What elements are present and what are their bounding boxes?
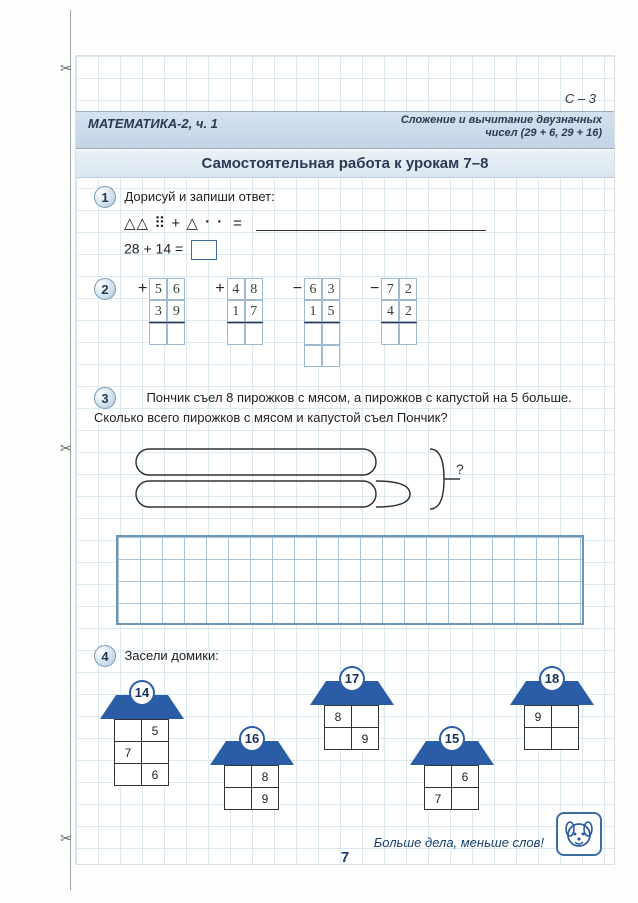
task-4-prompt: Засели домики: bbox=[124, 648, 218, 663]
house-cell[interactable] bbox=[225, 766, 252, 788]
page-title: Самостоятельная работа к урокам 7–8 bbox=[76, 150, 614, 178]
house-roof-number: 15 bbox=[439, 726, 465, 752]
sheet-code: С – 3 bbox=[565, 91, 596, 106]
house-cell[interactable] bbox=[452, 788, 479, 810]
house-cell[interactable] bbox=[325, 728, 352, 750]
header-left: МАТЕМАТИКА-2, ч. 1 bbox=[88, 116, 218, 131]
task-3-work-grid[interactable] bbox=[116, 535, 584, 625]
house-body: 89 bbox=[324, 705, 379, 750]
house-cell[interactable] bbox=[552, 728, 579, 750]
house-cell[interactable] bbox=[352, 706, 379, 728]
house-body: 89 bbox=[224, 765, 279, 810]
page-number: 7 bbox=[341, 849, 349, 866]
house-roof-number: 18 bbox=[539, 666, 565, 692]
house-roof-number: 17 bbox=[339, 666, 365, 692]
task-1-number: 1 bbox=[94, 186, 116, 208]
task-1-equation-line: 28 + 14 = bbox=[94, 236, 596, 260]
task-2-number: 2 bbox=[94, 278, 116, 300]
task-1-answer-box[interactable] bbox=[191, 240, 217, 260]
task-4-number: 4 bbox=[94, 645, 116, 667]
house: 1689 bbox=[210, 737, 294, 811]
task-1-shapes: △△ ⠿ + △ ⠂⠂ = bbox=[124, 215, 243, 232]
house-body: 576 bbox=[114, 719, 169, 786]
house-cell[interactable]: 7 bbox=[115, 742, 142, 764]
footer-phrase: Больше дела, меньше слов! bbox=[374, 835, 544, 850]
column-problem[interactable]: −7242 bbox=[370, 278, 417, 367]
worksheet-page: С – 3 МАТЕМАТИКА-2, ч. 1 Сложение и вычи… bbox=[75, 55, 615, 865]
task-3-number: 3 bbox=[94, 387, 116, 409]
house-cell[interactable]: 6 bbox=[142, 764, 169, 786]
house-cell[interactable] bbox=[552, 706, 579, 728]
house-cell[interactable]: 8 bbox=[325, 706, 352, 728]
scissor-mark-top: ✂ bbox=[60, 60, 72, 77]
task-1-equation: 28 + 14 = bbox=[124, 241, 183, 257]
house-cell[interactable]: 9 bbox=[352, 728, 379, 750]
house-cell[interactable] bbox=[115, 764, 142, 786]
house-cell[interactable] bbox=[142, 742, 169, 764]
house-cell[interactable]: 8 bbox=[252, 766, 279, 788]
task-1-shapes-line: △△ ⠿ + △ ⠂⠂ = bbox=[94, 208, 596, 236]
column-problem[interactable]: +4817 bbox=[215, 278, 262, 367]
task-3: 3 Пончик съел 8 пирожков с мясом, а пиро… bbox=[94, 387, 596, 625]
house-cell[interactable]: 9 bbox=[252, 788, 279, 810]
house: 14576 bbox=[100, 691, 184, 787]
house-body: 9 bbox=[524, 705, 579, 750]
house-cell[interactable] bbox=[425, 766, 452, 788]
task-1-answer-line[interactable] bbox=[256, 217, 486, 231]
house-cell[interactable]: 9 bbox=[525, 706, 552, 728]
task-1: 1 Дорисуй и запиши ответ: △△ ⠿ + △ ⠂⠂ = … bbox=[94, 186, 596, 260]
house-cell[interactable]: 5 bbox=[142, 720, 169, 742]
house-cell[interactable]: 6 bbox=[452, 766, 479, 788]
svg-text:?: ? bbox=[456, 461, 464, 477]
content-area: 1 Дорисуй и запиши ответ: △△ ⠿ + △ ⠂⠂ = … bbox=[94, 186, 596, 863]
house-roof-number: 14 bbox=[129, 680, 155, 706]
dog-icon bbox=[556, 812, 602, 856]
house: 189 bbox=[510, 677, 594, 751]
task-3-text: Пончик съел 8 пирожков с мясом, а пирожк… bbox=[94, 390, 572, 425]
house-cell[interactable] bbox=[525, 728, 552, 750]
task-1-prompt: Дорисуй и запиши ответ: bbox=[124, 189, 274, 204]
house-roof-number: 16 bbox=[239, 726, 265, 752]
house: 1789 bbox=[310, 677, 394, 751]
task-3-diagram: ? bbox=[134, 441, 596, 519]
task-2-problems: +5639 +4817 −6315 −7242 bbox=[138, 278, 417, 367]
header-right: Сложение и вычитание двузначных чисел (2… bbox=[401, 114, 602, 140]
header-right-line1: Сложение и вычитание двузначных bbox=[401, 114, 602, 127]
header-band: МАТЕМАТИКА-2, ч. 1 Сложение и вычитание … bbox=[76, 111, 614, 149]
column-problem[interactable]: −6315 bbox=[293, 278, 340, 367]
house-cell[interactable]: 7 bbox=[425, 788, 452, 810]
house-cell[interactable] bbox=[115, 720, 142, 742]
house-body: 67 bbox=[424, 765, 479, 810]
house: 1567 bbox=[410, 737, 494, 811]
house-cell[interactable] bbox=[225, 788, 252, 810]
scissor-mark-mid: ✂ bbox=[60, 440, 72, 457]
header-right-line2: чисел (29 + 6, 29 + 16) bbox=[401, 127, 602, 140]
task-2: 2 +5639 +4817 −6315 −7242 bbox=[94, 278, 596, 367]
task-4: 4 Засели домики: 14576 1689 1789 1567 18… bbox=[94, 645, 596, 863]
scissor-mark-bot: ✂ bbox=[60, 830, 72, 847]
column-problem[interactable]: +5639 bbox=[138, 278, 185, 367]
